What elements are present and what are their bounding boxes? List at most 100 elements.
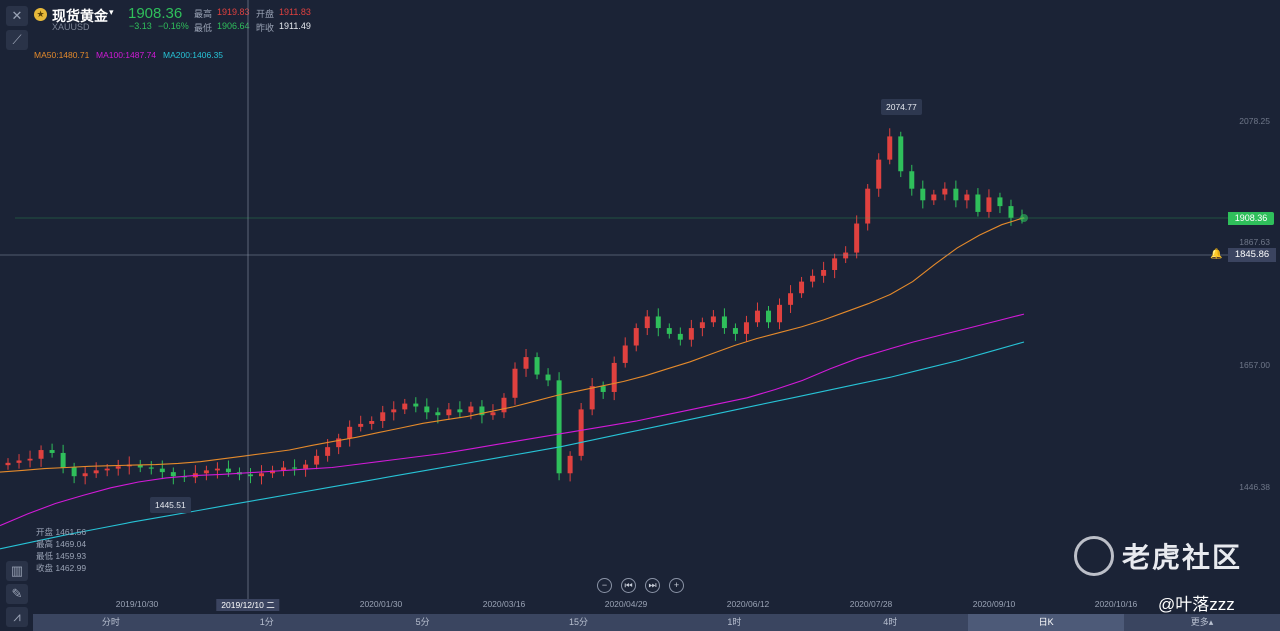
candle-body xyxy=(325,447,331,456)
x-tick: 2020/06/12 xyxy=(726,599,770,609)
last-price-dot xyxy=(1020,214,1028,222)
candle-body xyxy=(556,380,562,474)
candle-body xyxy=(5,462,11,466)
candle-body xyxy=(909,171,915,189)
x-tick: 2020/04/29 xyxy=(604,599,648,609)
candle-body xyxy=(567,455,573,474)
watermark-brand: 老虎社区 xyxy=(1122,542,1243,573)
candle-body xyxy=(931,194,937,201)
tab-more[interactable]: 更多▴ xyxy=(1190,617,1214,627)
candle-body xyxy=(512,368,518,398)
candle-body xyxy=(435,412,441,416)
candle-body xyxy=(545,374,551,381)
candle-body xyxy=(225,468,231,473)
zoom-in-button[interactable]: + xyxy=(669,578,684,593)
ohlc-high: 最高 1469.04 xyxy=(36,539,87,549)
candle-body xyxy=(600,386,606,392)
tab-4hour[interactable]: 4时 xyxy=(883,617,898,627)
last-price-tag: 1908.36 xyxy=(1228,212,1274,225)
high-value: 1919.83 xyxy=(217,7,250,17)
y-tick: 1867.63 xyxy=(1239,237,1270,247)
candle-body xyxy=(424,406,430,413)
tab-timeshare[interactable]: 分时 xyxy=(101,617,120,627)
candle-body xyxy=(898,136,904,172)
low-value: 1906.64 xyxy=(217,21,250,31)
chart-type-icon[interactable]: ⩘ xyxy=(6,607,28,627)
current-price: 1908.36 xyxy=(128,5,183,22)
candle-body xyxy=(27,458,33,461)
candle-body xyxy=(777,304,783,323)
candle-body xyxy=(214,468,220,471)
candle-body xyxy=(159,468,165,473)
candle-body xyxy=(953,188,959,201)
candle-body xyxy=(303,464,309,469)
candle-body xyxy=(964,194,970,201)
candle-body xyxy=(60,452,66,468)
min-price-label: 1445.51 xyxy=(150,497,191,513)
candle-body xyxy=(677,333,683,340)
chevron-down-icon[interactable]: ▾ xyxy=(109,7,114,17)
ma50-line xyxy=(0,217,1025,473)
y-tick: 1446.38 xyxy=(1239,482,1270,492)
candle-body xyxy=(347,426,353,439)
ohlc-open: 开盘 1461.56 xyxy=(36,527,87,537)
candle-body xyxy=(699,322,705,329)
x-tick: 2020/09/10 xyxy=(972,599,1016,609)
crosshair-date-label: 2019/12/10 二 xyxy=(216,599,280,611)
candle-body xyxy=(975,194,981,212)
candle-body xyxy=(754,310,760,323)
candle-body xyxy=(479,406,485,416)
ma100-legend: MA100:1487.74 xyxy=(96,50,157,60)
tab-5min[interactable]: 5分 xyxy=(415,617,430,627)
candle-body xyxy=(710,316,716,323)
candle-body xyxy=(799,281,805,294)
bell-icon[interactable]: 🔔 xyxy=(1210,249,1223,260)
candle-body xyxy=(501,397,507,413)
open-label: 开盘 xyxy=(256,9,275,19)
candle-body xyxy=(49,450,55,453)
close-button[interactable]: ✕ xyxy=(6,6,28,26)
candle-body xyxy=(71,467,77,477)
candle-body xyxy=(865,188,871,224)
x-tick: 2020/01/30 xyxy=(359,599,403,609)
crosshair-price-label: 1845.86 xyxy=(1228,248,1276,262)
candle-body xyxy=(413,403,419,407)
candle-body xyxy=(402,403,408,410)
pen-icon[interactable]: ✎ xyxy=(6,584,28,604)
candle-body xyxy=(148,467,154,469)
x-tick: 2019/10/30 xyxy=(115,599,159,609)
candle-body xyxy=(82,473,88,477)
candle-body xyxy=(314,455,320,465)
candle-body xyxy=(523,357,529,369)
candle-body xyxy=(986,197,992,212)
candle-body xyxy=(887,136,893,160)
candle-body xyxy=(270,470,276,474)
candle-body xyxy=(534,357,540,375)
step-forward-button[interactable]: ⏭ xyxy=(645,578,660,593)
tab-1min[interactable]: 1分 xyxy=(259,617,274,627)
candle-body xyxy=(810,275,816,282)
draw-line-icon[interactable]: ⟋ xyxy=(6,30,28,50)
zoom-out-button[interactable]: − xyxy=(597,578,612,593)
tab-daily[interactable]: 日K xyxy=(968,614,1125,631)
tab-15min[interactable]: 15分 xyxy=(569,617,589,627)
candle-body xyxy=(38,450,44,459)
candle-body xyxy=(942,188,948,195)
tab-1hour[interactable]: 1时 xyxy=(727,617,742,627)
candle-body xyxy=(578,409,584,456)
step-back-button[interactable]: ⏮ xyxy=(621,578,636,593)
candle-body xyxy=(16,460,22,463)
candle-body xyxy=(655,316,661,329)
candle-body xyxy=(490,412,496,416)
x-tick: 2020/03/16 xyxy=(482,599,526,609)
instrument-symbol: XAUUSD xyxy=(52,22,90,32)
candle-body xyxy=(743,322,749,334)
instrument-name[interactable]: 现货黄金 xyxy=(52,8,108,24)
candle-body xyxy=(292,467,298,469)
prev-close-label: 昨收 xyxy=(256,23,275,33)
price-change-pct: −0.16% xyxy=(158,21,189,31)
high-label: 最高 xyxy=(194,9,213,19)
candle-body xyxy=(688,328,694,340)
indicator-icon[interactable]: ▥ xyxy=(6,561,28,581)
